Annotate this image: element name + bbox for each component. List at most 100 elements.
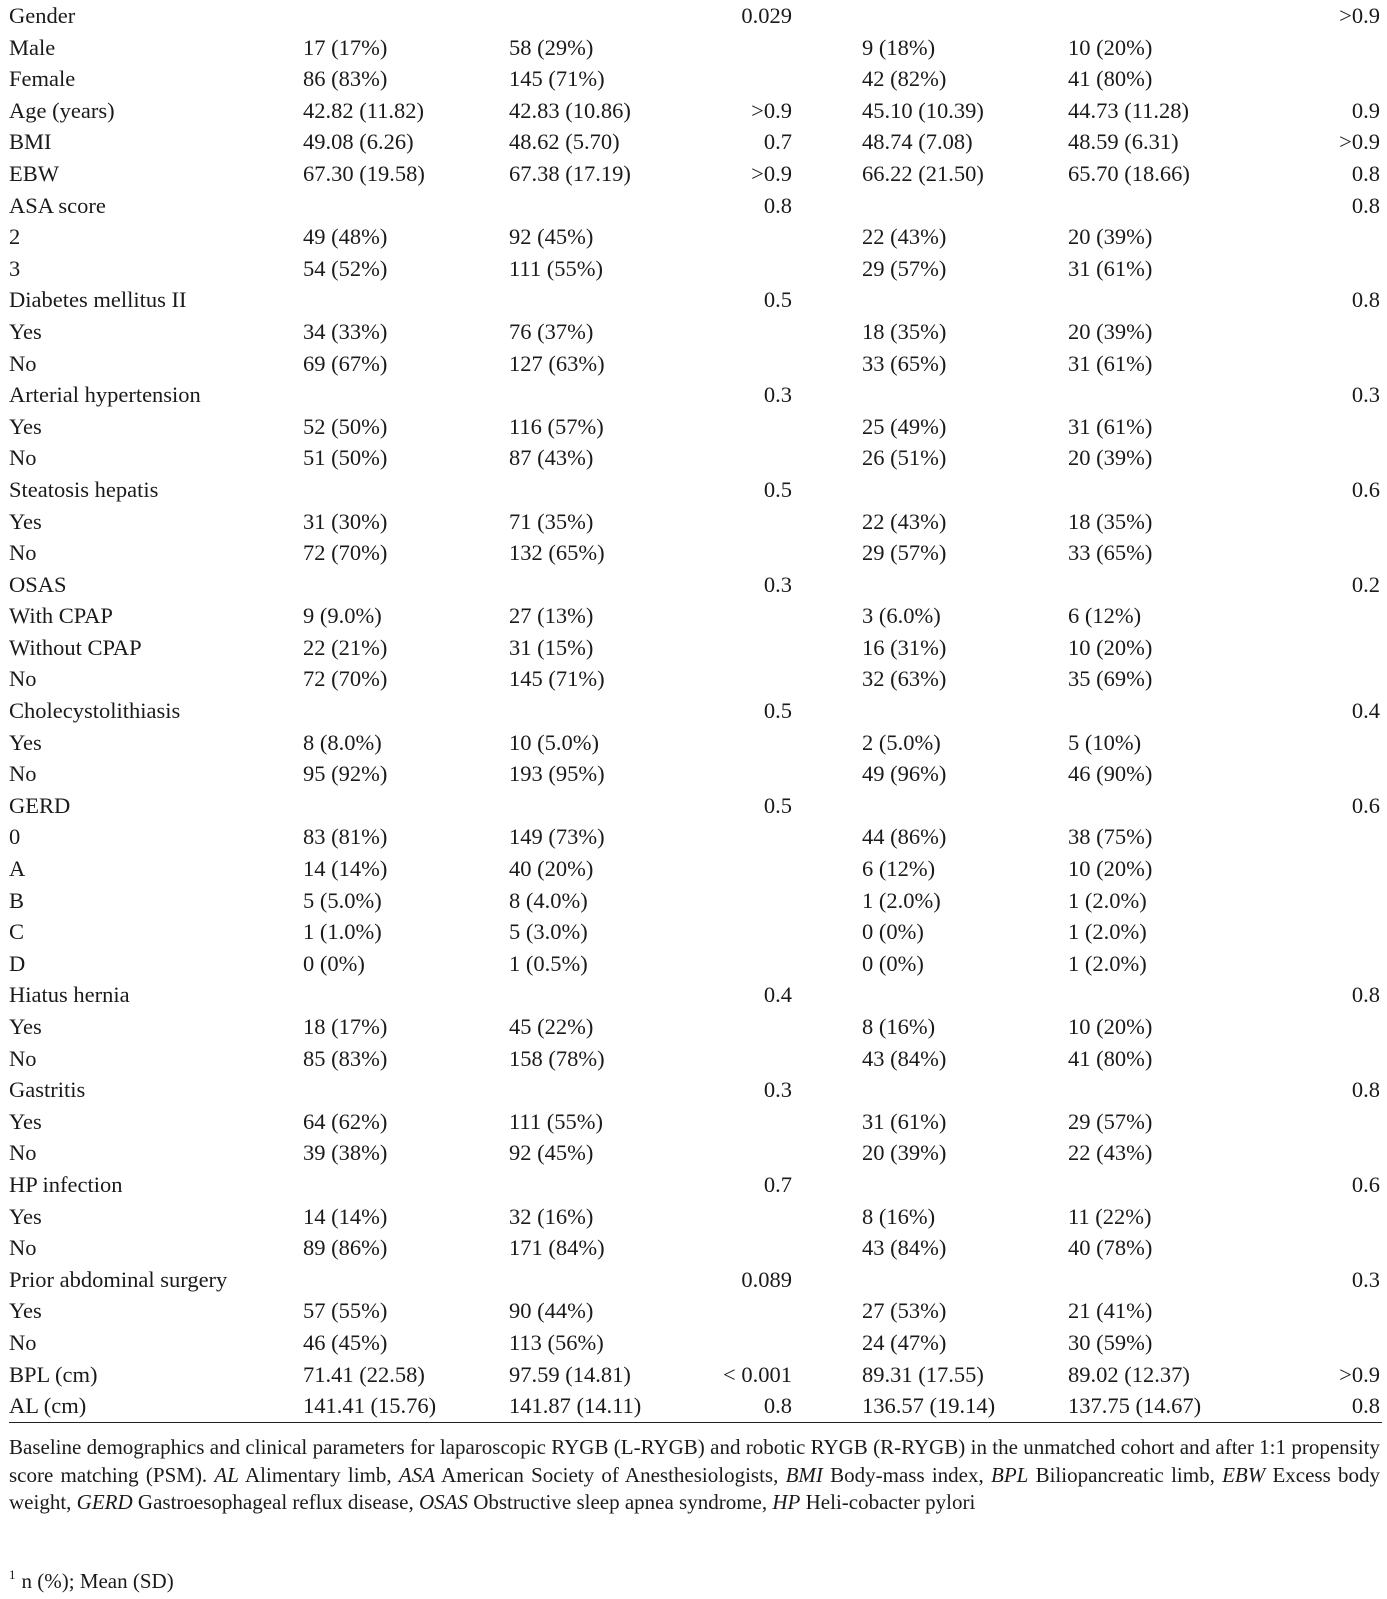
- cell-pvalue-psm: 0.8: [1294, 1390, 1382, 1423]
- column-gap: [792, 632, 862, 664]
- cell-rrygb-psm: 30 (59%): [1068, 1329, 1153, 1355]
- cell-rrygb-unmatched: 145 (71%): [509, 66, 605, 92]
- cell-pvalue-unmatched: [716, 758, 792, 790]
- cell-pvalue-unmatched: 0.8: [763, 192, 792, 218]
- cell-lrygb-unmatched: 1 (1.0%): [303, 919, 382, 945]
- column-gap: [792, 95, 862, 127]
- row-label: Diabetes mellitus II: [9, 287, 187, 313]
- cell-rrygb-unmatched: 193 (95%): [509, 761, 605, 787]
- cell-pvalue-unmatched: [716, 221, 792, 253]
- cell-pvalue-unmatched: [716, 348, 792, 380]
- cell-lrygb-psm: 3 (6.0%): [862, 603, 941, 629]
- cell-pvalue-psm: [1294, 1106, 1382, 1138]
- table-row: Diabetes mellitus II 0.5 0.8: [9, 284, 1382, 316]
- caption-abbreviation: OSAS: [418, 1490, 468, 1514]
- cell-pvalue-psm: 0.8: [1351, 160, 1380, 186]
- column-gap: [792, 126, 862, 158]
- column-gap: [792, 727, 862, 759]
- table-row: No 85 (83%) 158 (78%) 43 (84%) 41 (80%): [9, 1043, 1382, 1075]
- cell-pvalue-unmatched: [716, 253, 792, 285]
- cell-lrygb-unmatched: 14 (14%): [303, 856, 388, 882]
- caption-abbreviation: BPL: [991, 1462, 1029, 1487]
- table-row: D 0 (0%) 1 (0.5%) 0 (0%) 1 (2.0%): [9, 948, 1382, 980]
- cell-lrygb-psm: 0 (0%): [862, 950, 924, 976]
- cell-lrygb-unmatched: 64 (62%): [303, 1108, 388, 1134]
- cell-rrygb-psm: 1 (2.0%): [1068, 950, 1147, 976]
- row-label: BMI: [9, 129, 52, 155]
- cell-pvalue-unmatched: [716, 948, 792, 980]
- table-row: 2 49 (48%) 92 (45%) 22 (43%) 20 (39%): [9, 221, 1382, 253]
- column-gap: [792, 853, 862, 885]
- cell-lrygb-unmatched: [303, 379, 509, 411]
- row-label: 0: [9, 824, 21, 850]
- cell-rrygb-unmatched: 145 (71%): [509, 666, 605, 692]
- cell-pvalue-psm: [1294, 948, 1382, 980]
- cell-rrygb-psm: 6 (12%): [1068, 603, 1142, 629]
- cell-lrygb-unmatched: 95 (92%): [303, 761, 388, 787]
- column-gap: [792, 1264, 862, 1296]
- column-gap: [792, 537, 862, 569]
- cell-lrygb-psm: 49 (96%): [862, 761, 947, 787]
- cell-rrygb-psm: 31 (61%): [1068, 255, 1153, 281]
- caption-text: Baseline demographics and clinical param…: [9, 1435, 1380, 1487]
- row-label: HP infection: [9, 1171, 123, 1197]
- cell-pvalue-psm: 0.4: [1351, 698, 1380, 724]
- cell-pvalue-psm: [1294, 1011, 1382, 1043]
- table-row: AL (cm) 141.41 (15.76) 141.87 (14.11) 0.8 13…: [9, 1390, 1382, 1423]
- column-gap: [792, 758, 862, 790]
- cell-rrygb-unmatched: 42.83 (10.86): [509, 97, 631, 123]
- cell-pvalue-unmatched: [716, 632, 792, 664]
- cell-pvalue-unmatched: [716, 663, 792, 695]
- row-label: Hiatus hernia: [9, 982, 130, 1008]
- cell-rrygb-psm: 35 (69%): [1068, 666, 1153, 692]
- cell-lrygb-psm: 8 (16%): [862, 1014, 936, 1039]
- cell-pvalue-psm: [1294, 1043, 1382, 1075]
- cell-lrygb-psm: 18 (35%): [862, 318, 947, 344]
- cell-rrygb-psm: 20 (39%): [1068, 318, 1153, 344]
- table-row: No 51 (50%) 87 (43%) 26 (51%) 20 (39%): [9, 442, 1382, 474]
- cell-rrygb-unmatched: 111 (55%): [509, 255, 603, 281]
- table-row: Prior abdominal surgery 0.089 0.3: [9, 1264, 1382, 1296]
- cell-pvalue-psm: [1294, 411, 1382, 443]
- table-row: GERD 0.5 0.6: [9, 790, 1382, 822]
- cell-pvalue-unmatched: [716, 1327, 792, 1359]
- caption-abbreviation: HP: [772, 1490, 801, 1514]
- table-row: No 89 (86%) 171 (84%) 43 (84%) 40 (78%): [9, 1232, 1382, 1264]
- row-label: Prior abdominal surgery: [9, 1266, 228, 1292]
- cell-pvalue-psm: 0.6: [1351, 476, 1380, 502]
- cell-pvalue-unmatched: [716, 442, 792, 474]
- cell-pvalue-psm: >0.9: [1339, 1361, 1380, 1387]
- cell-lrygb-unmatched: 67.30 (19.58): [303, 160, 425, 186]
- column-gap: [792, 1043, 862, 1075]
- column-gap: [792, 411, 862, 443]
- cell-lrygb-unmatched: 72 (70%): [303, 666, 388, 692]
- cell-rrygb-unmatched: 48.62 (5.70): [509, 129, 620, 155]
- row-label: 2: [9, 224, 21, 250]
- cell-rrygb-unmatched: 111 (55%): [509, 1108, 603, 1134]
- cell-rrygb-psm: [1068, 379, 1294, 411]
- row-label: Cholecystolithiasis: [9, 698, 181, 724]
- cell-lrygb-psm: 33 (65%): [862, 350, 947, 376]
- cell-pvalue-unmatched: 0.3: [763, 382, 792, 408]
- cell-pvalue-unmatched: [716, 821, 792, 853]
- cell-rrygb-unmatched: [509, 1169, 716, 1201]
- cell-lrygb-unmatched: 17 (17%): [303, 34, 388, 60]
- cell-lrygb-psm: 6 (12%): [862, 856, 936, 882]
- cell-lrygb-psm: 16 (31%): [862, 634, 947, 660]
- table-footnote: 1 n (%); Mean (SD): [9, 1561, 174, 1595]
- cell-rrygb-unmatched: 5 (3.0%): [509, 919, 588, 945]
- cell-rrygb-psm: 5 (10%): [1068, 729, 1142, 755]
- row-label: No: [9, 666, 37, 692]
- column-gap: [792, 221, 862, 253]
- table-row: Hiatus hernia 0.4 0.8: [9, 979, 1382, 1011]
- cell-pvalue-psm: [1294, 253, 1382, 285]
- cell-rrygb-psm: [1068, 569, 1294, 601]
- cell-pvalue-unmatched: 0.029: [741, 3, 792, 28]
- cell-rrygb-unmatched: [509, 1074, 716, 1106]
- row-label: Arterial hypertension: [9, 382, 201, 408]
- cell-lrygb-unmatched: 42.82 (11.82): [303, 97, 425, 123]
- cell-pvalue-psm: >0.9: [1339, 3, 1380, 28]
- cell-lrygb-psm: 89.31 (17.55): [862, 1361, 984, 1387]
- table-row: Steatosis hepatis 0.5 0.6: [9, 474, 1382, 506]
- cell-rrygb-psm: 10 (20%): [1068, 634, 1153, 660]
